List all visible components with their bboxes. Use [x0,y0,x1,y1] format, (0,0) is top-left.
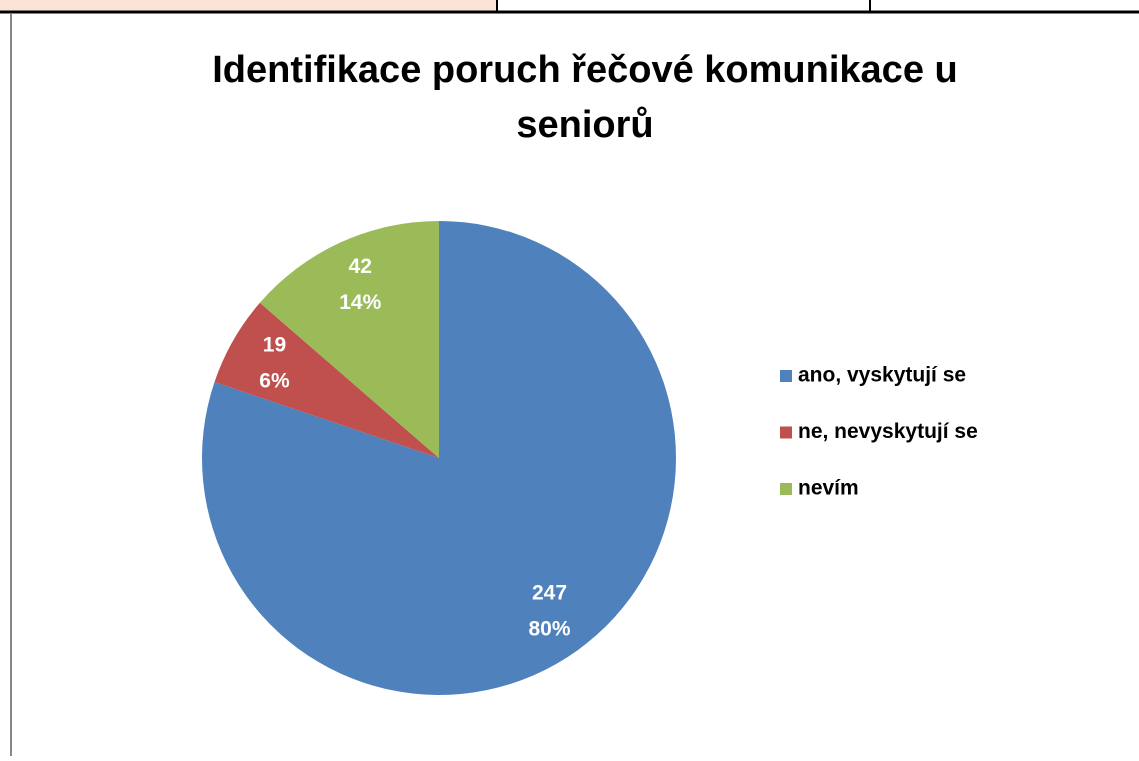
legend-swatch [780,483,792,495]
legend-label: ne, nevyskytují se [798,420,978,443]
pie-slice [259,221,439,458]
data-label: 247 [532,582,567,605]
legend-swatch [780,426,792,439]
pie-slice [214,302,439,458]
legend-label: nevím [798,477,859,500]
data-label: 80% [528,618,570,641]
chart-title: Identifikace poruch řečové komunikace u [212,49,957,91]
table-cell [0,0,497,12]
data-label: 14% [339,291,381,314]
data-label: 6% [259,369,290,392]
data-label: 42 [349,255,372,278]
chart-title: seniorů [516,104,653,146]
legend-label: ano, vyskytují se [798,364,966,387]
legend-swatch [780,370,792,382]
data-label: 19 [263,333,286,356]
